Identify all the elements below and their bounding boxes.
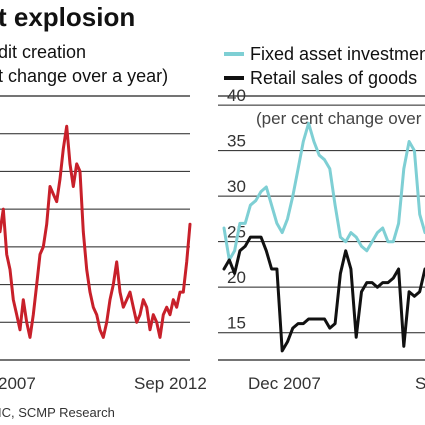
right-y-tick-35: 35 bbox=[227, 132, 246, 151]
right-y-tick-40: 40 bbox=[227, 86, 246, 105]
left-legend-line-1: dit creation bbox=[0, 42, 86, 62]
right-panel-note: (per cent change over a bbox=[256, 109, 425, 128]
right-y-tick-15: 15 bbox=[227, 314, 246, 333]
right-y-tick-20: 20 bbox=[227, 268, 246, 287]
legend-label-retail-sales: Retail sales of goods bbox=[250, 68, 417, 88]
right-x-label-start: Dec 2007 bbox=[248, 374, 321, 393]
retail-sales-line bbox=[222, 235, 425, 353]
left-x-label-end: Sep 2012 bbox=[134, 374, 207, 393]
chart-title: t explosion bbox=[0, 2, 135, 32]
left-x-label-start: 2007 bbox=[0, 374, 36, 393]
right-x-label-end: S bbox=[415, 374, 425, 393]
right-y-tick-30: 30 bbox=[227, 177, 246, 196]
source-note: IC, SCMP Research bbox=[0, 405, 115, 420]
right-y-tick-labels: 40 35 30 25 20 15 bbox=[227, 86, 246, 333]
credit-creation-line bbox=[0, 124, 192, 339]
legend-label-fixed-asset: Fixed asset investment bbox=[250, 44, 425, 64]
right-y-tick-25: 25 bbox=[227, 223, 246, 242]
fixed-asset-investment-line bbox=[222, 121, 425, 262]
left-legend-line-2: t change over a year) bbox=[0, 66, 168, 86]
